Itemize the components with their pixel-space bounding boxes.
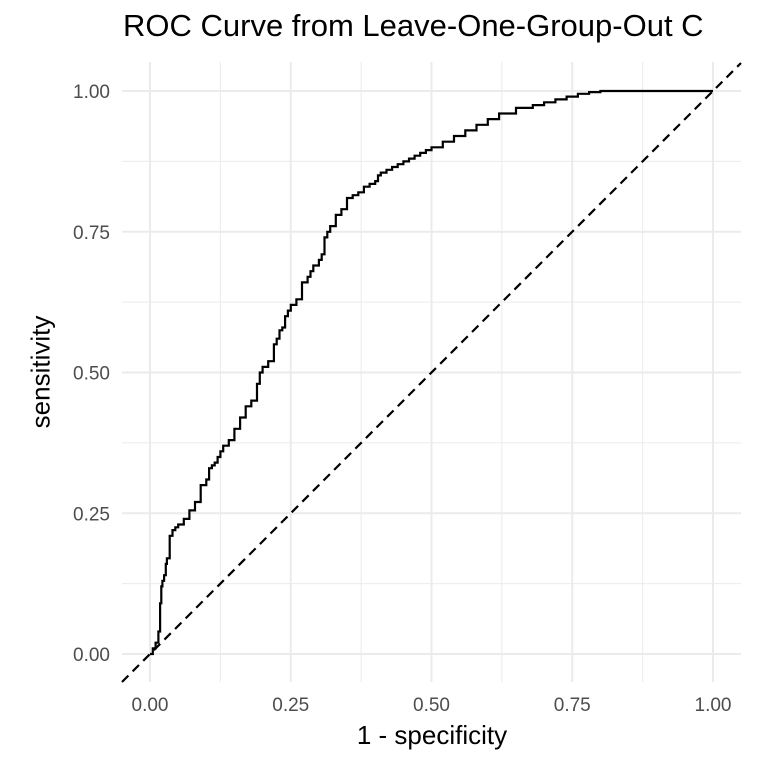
y-tick-label: 0.25 — [73, 504, 110, 525]
x-axis-label: 1 - specificity — [356, 720, 508, 750]
x-tick-label: 0.00 — [132, 695, 169, 716]
y-tick-label: 0.75 — [73, 223, 110, 244]
y-tick-label: 1.00 — [73, 82, 110, 103]
x-tick-label: 0.50 — [413, 695, 450, 716]
x-tick-label: 1.00 — [695, 695, 732, 716]
y-tick-label: 0.50 — [73, 364, 110, 385]
y-tick-label: 0.00 — [73, 645, 110, 666]
reference-line — [121, 62, 742, 683]
y-axis-label: sensitivity — [25, 315, 56, 429]
x-axis-ticks: 0.00 0.25 0.50 0.75 1.00 — [132, 695, 732, 716]
y-axis-ticks: 0.00 0.25 0.50 0.75 1.00 — [73, 82, 110, 666]
x-tick-label: 0.25 — [272, 695, 309, 716]
roc-curve — [150, 89, 713, 656]
x-tick-label: 0.75 — [554, 695, 591, 716]
chart-title: ROC Curve from Leave-One-Group-Out C — [123, 8, 704, 43]
reference-diagonal — [121, 62, 742, 683]
roc-curve-path — [150, 89, 713, 656]
